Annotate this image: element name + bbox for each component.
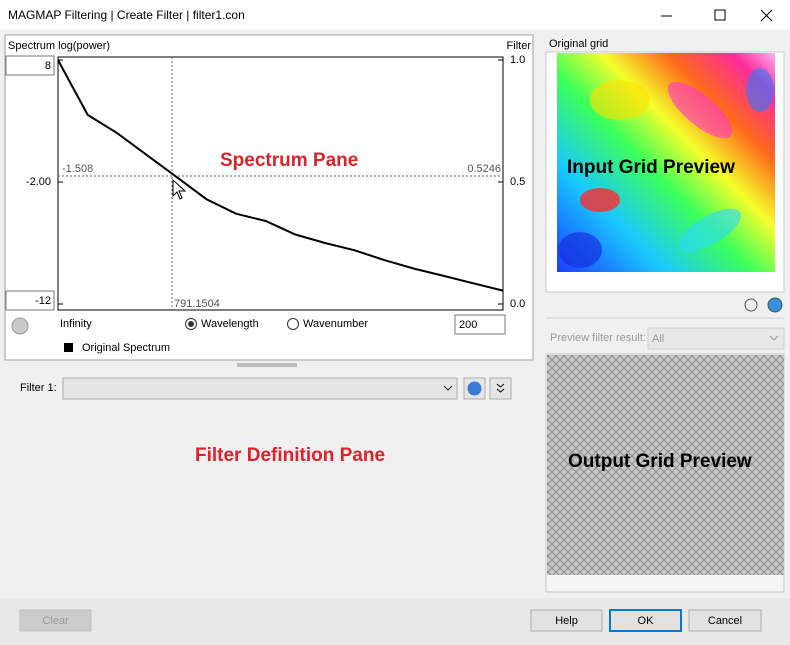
spectrum-header: Spectrum log(power)	[8, 40, 110, 52]
plot-frame	[57, 56, 504, 311]
expand-icon	[496, 383, 505, 393]
axis-limit-box	[5, 290, 55, 311]
close-button[interactable]	[760, 9, 773, 22]
points-input-value: 200	[459, 319, 477, 331]
mouse-cursor	[172, 178, 187, 200]
filter-pane-annotation: Filter Definition Pane	[195, 445, 385, 466]
y-tick-label: -12	[35, 295, 51, 307]
filter-select[interactable]	[62, 377, 458, 400]
preview-filter-value: All	[652, 333, 664, 345]
dropdown-arrow	[769, 335, 779, 341]
points-input[interactable]	[454, 314, 506, 335]
button-label: Cancel	[708, 615, 742, 627]
spectrum-line	[57, 59, 504, 292]
filter-header: Filter	[507, 40, 532, 52]
help-button[interactable]	[530, 609, 603, 632]
y-tick-label: 8	[45, 60, 51, 72]
cursor-filter-label: 0.5246	[467, 163, 501, 175]
x-start-label: Infinity	[60, 318, 92, 330]
input-grid-title: Original grid	[549, 38, 608, 50]
preview-filter-label: Preview filter result:	[550, 332, 646, 344]
reset-button[interactable]	[11, 317, 29, 335]
cursor-x-label: 791.1504	[174, 298, 220, 310]
spectrum-pane-annotation: Spectrum Pane	[220, 150, 358, 171]
preview-filter-select[interactable]	[647, 327, 785, 350]
input-grid-image	[557, 53, 775, 272]
radio-wavenumber[interactable]	[287, 318, 299, 330]
legend-swatch	[64, 343, 73, 352]
button-label: Help	[555, 615, 578, 627]
radio-selected-dot	[188, 321, 194, 327]
y2-tick-label: 1.0	[510, 54, 525, 66]
output-grid-annotation: Output Grid Preview	[568, 451, 752, 472]
globe-icon[interactable]	[767, 297, 783, 313]
legend-label: Original Spectrum	[82, 342, 170, 354]
button-label: OK	[638, 615, 655, 627]
cancel-button[interactable]	[688, 609, 762, 632]
zoom-icon[interactable]	[744, 298, 758, 312]
splitter[interactable]	[237, 363, 297, 367]
clear-button[interactable]	[19, 609, 92, 632]
cursor-y-label: -1.508	[62, 163, 93, 175]
axis-limit-box	[5, 55, 55, 76]
filter-label: Filter 1:	[20, 382, 57, 394]
button-label: Clear	[42, 615, 69, 627]
y-tick-label: -2.00	[26, 176, 51, 188]
spectrum-pane	[4, 34, 534, 361]
dropdown-arrow	[443, 385, 453, 391]
plot: 8 -2.00 -12 1.0 0.5 0.0 -1.508 0.5246 791.1504	[5, 54, 525, 311]
window-title: MAGMAP Filtering | Create Filter | filte…	[8, 8, 245, 22]
y2-tick-label: 0.0	[510, 298, 525, 310]
y2-tick-label: 0.5	[510, 176, 525, 188]
maximize-button[interactable]	[714, 9, 726, 21]
title-bar	[0, 0, 790, 30]
output-grid-image	[547, 355, 784, 575]
input-grid-annotation: Input Grid Preview	[567, 157, 735, 178]
help-icon	[467, 381, 482, 396]
radio-label: Wavenumber	[303, 318, 368, 330]
expand-button[interactable]	[489, 377, 512, 400]
ok-button[interactable]	[609, 609, 682, 632]
radio-label: Wavelength	[201, 318, 259, 330]
